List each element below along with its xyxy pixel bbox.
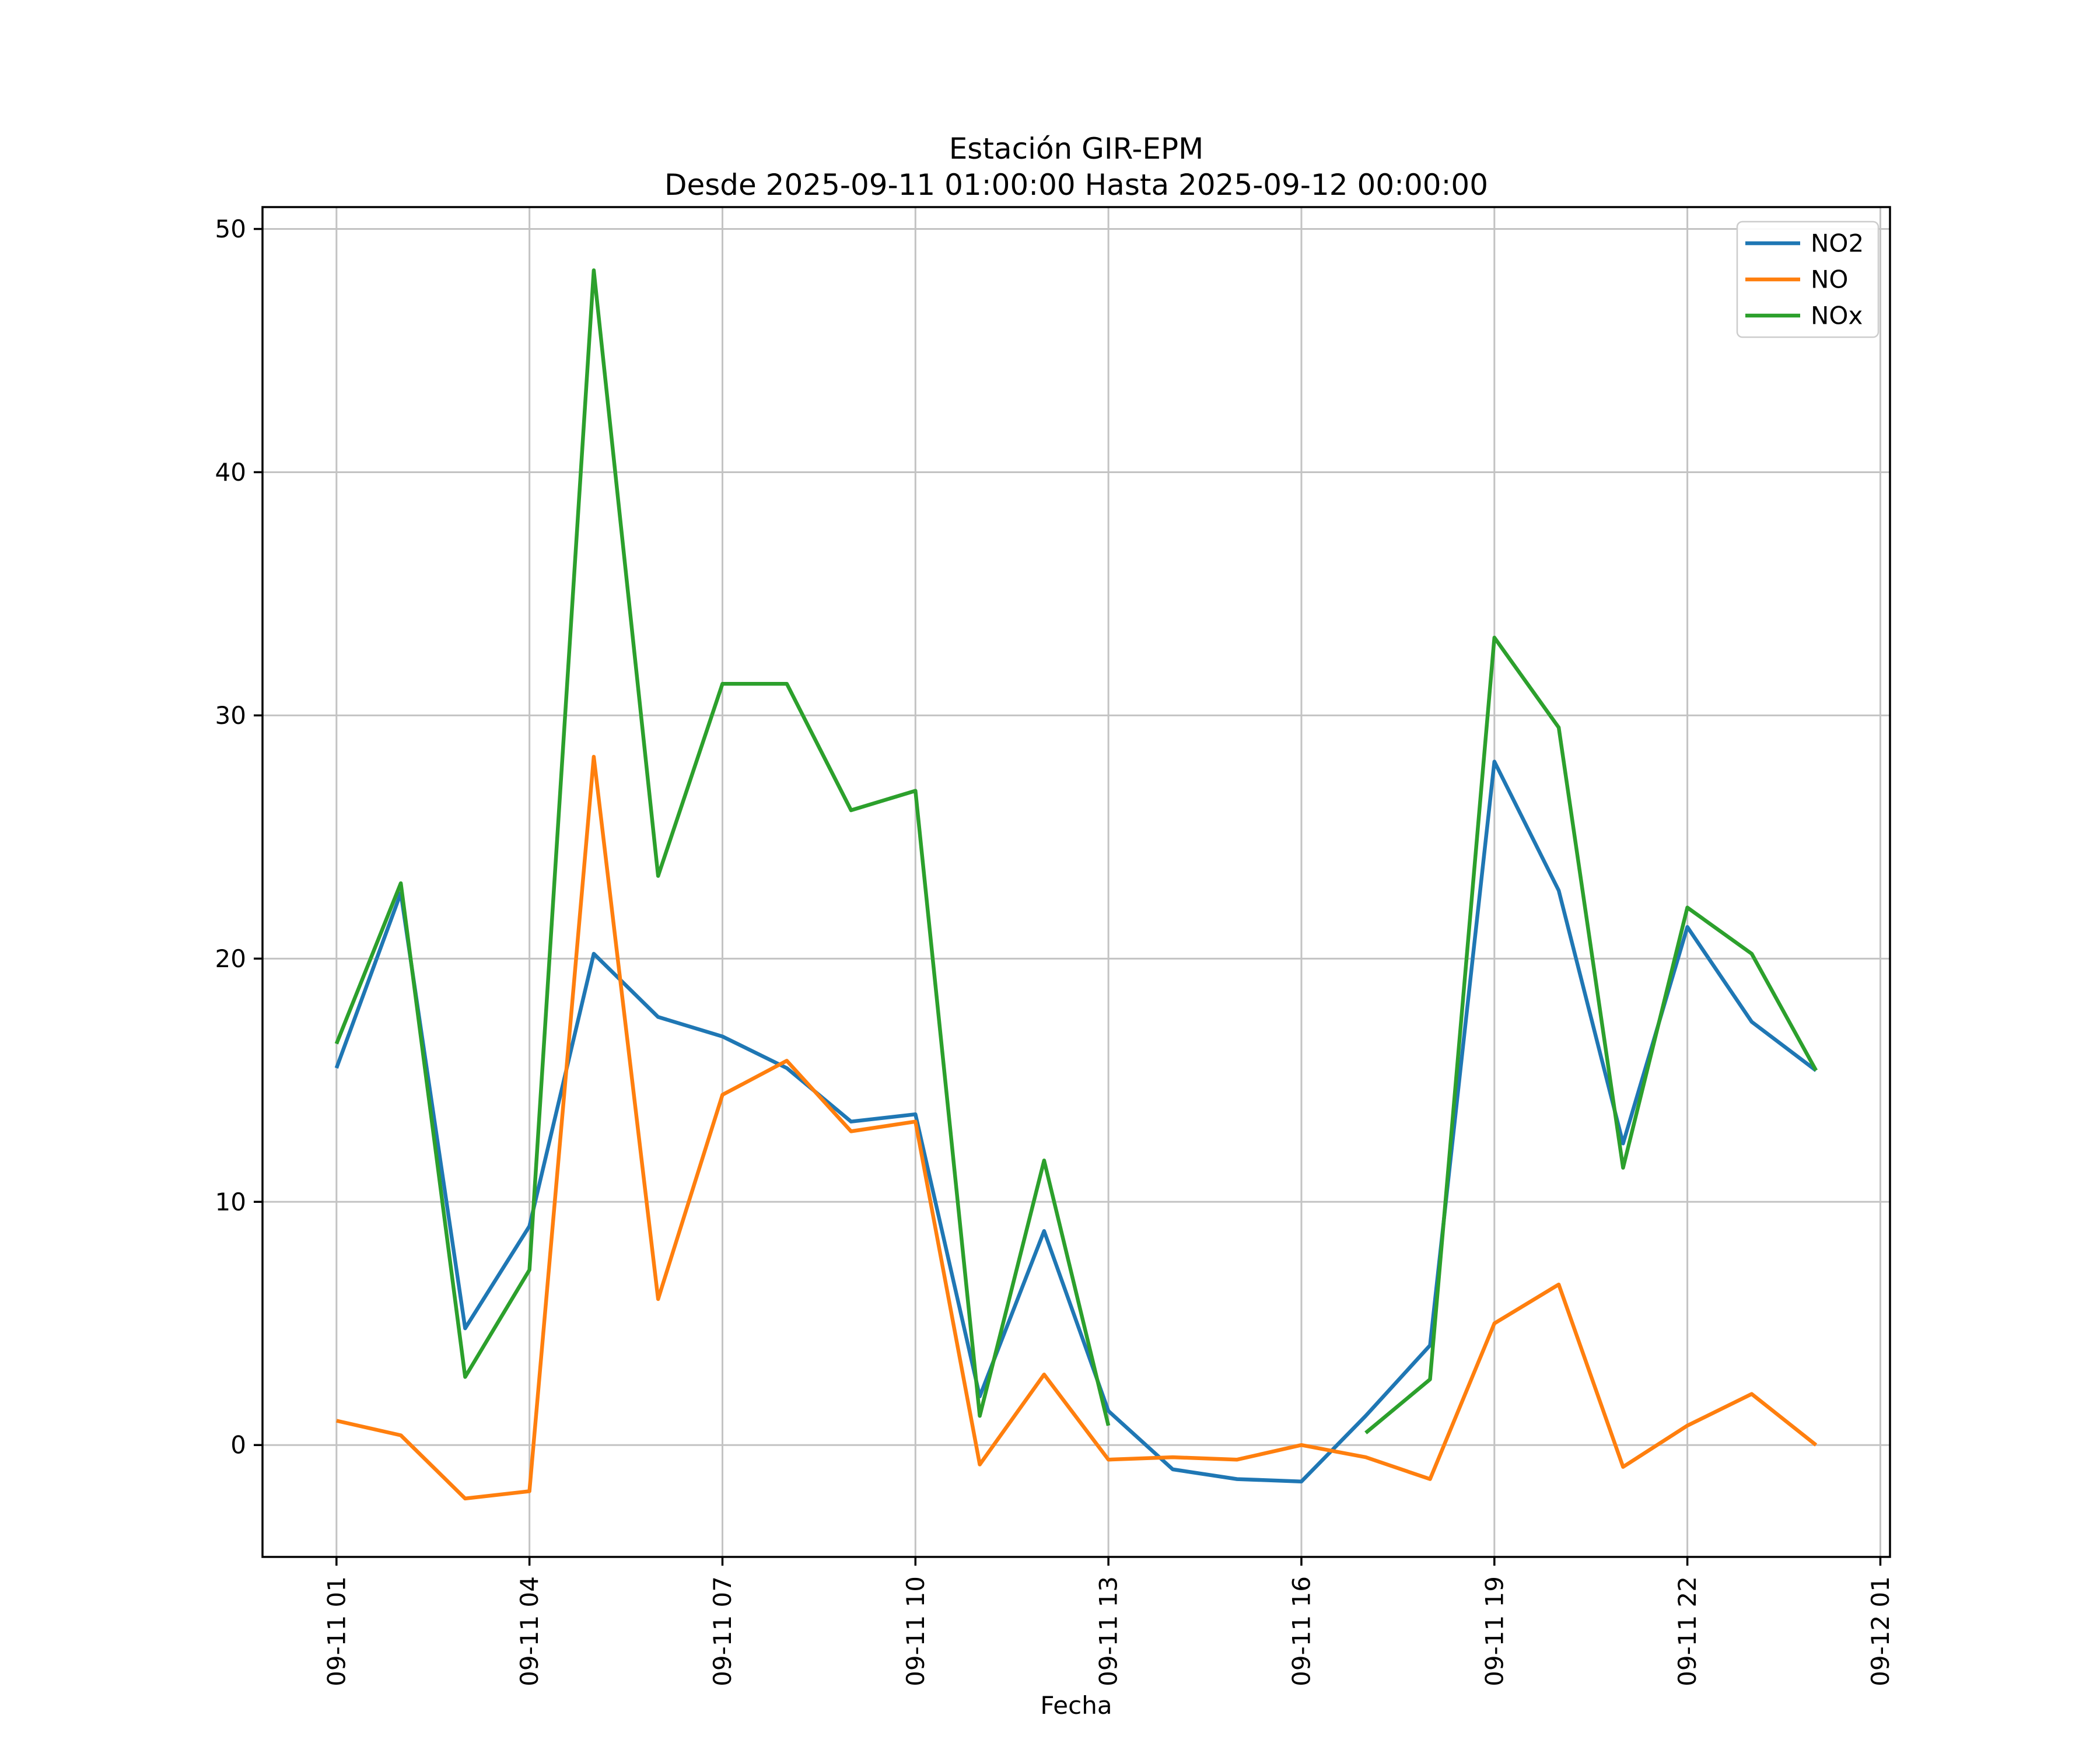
series-line-no [336,755,1818,1501]
series-line-no2 [334,760,1818,1483]
y-tick-label: 10 [215,1188,246,1216]
x-tick-label: 09-11 07 [708,1576,737,1686]
plot-frame [261,206,1891,1558]
y-tick-label: 50 [215,215,246,243]
x-tick-label: 09-12 01 [1866,1576,1895,1686]
legend-label-no2: NO2 [1811,229,1864,258]
x-tick-label: 09-11 01 [322,1576,351,1686]
x-tick-label: 09-11 04 [515,1576,544,1686]
x-axis-label: Fecha [1040,1691,1112,1720]
legend-label-no: NO [1811,265,1848,294]
y-tick-label: 40 [215,458,246,487]
legend-frame [1736,220,1880,338]
y-tick-label: 30 [215,701,246,730]
chart-subtitle: Desde 2025-09-11 01:00:00 Hasta 2025-09-… [664,168,1488,202]
y-tick-label: 0 [230,1431,246,1460]
axis-tick-labels: 0 10 20 30 40 50 09-11 01 09-11 04 09-11 07 09-11… [215,215,1895,1686]
series-line-nox [334,268,1818,1434]
x-tick-label: 09-11 19 [1480,1576,1508,1686]
x-tick-label: 09-11 13 [1094,1576,1123,1686]
legend-label-nox: NOx [1811,302,1863,330]
x-tick-label: 09-11 10 [901,1576,930,1686]
axis-tick-marks [254,228,1882,1566]
x-tick-label: 09-11 16 [1287,1576,1315,1686]
chart-title: Estación GIR-EPM [949,132,1204,166]
data-series [334,268,1818,1501]
x-tick-label: 09-11 22 [1673,1576,1702,1686]
grid-lines [262,207,1890,1557]
y-tick-label: 20 [215,944,246,973]
legend: NO2 NO NOx [1736,220,1880,338]
